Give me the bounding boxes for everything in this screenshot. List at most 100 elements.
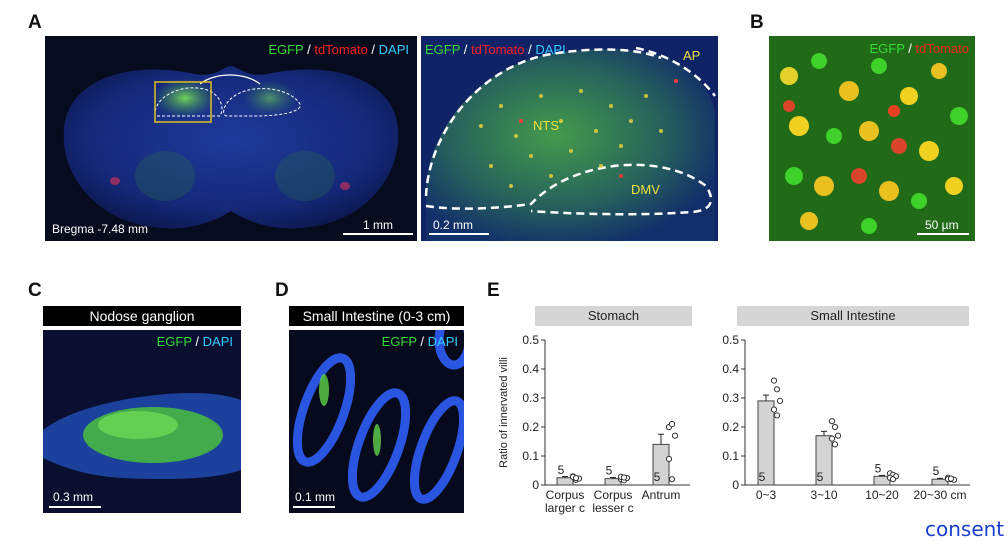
y-tick-label: 0.3 — [722, 391, 739, 405]
panel-b-channel-labels: EGFP / tdTomato — [870, 41, 970, 56]
category-label: Antrum — [642, 488, 681, 502]
n-label: 5 — [558, 463, 565, 477]
stomach-header: Stomach — [535, 306, 692, 326]
data-point — [828, 418, 836, 425]
data-point — [620, 474, 628, 481]
data-point — [671, 432, 679, 439]
panel-a-left-channel-labels: EGFP / tdTomato / DAPI — [268, 42, 409, 57]
dashed-outline-left — [154, 87, 223, 117]
dapi-label: DAPI — [427, 334, 458, 349]
y-tick-label: 0.2 — [522, 420, 539, 434]
ap-dashed-boundary — [635, 46, 716, 97]
n-label: 5 — [654, 470, 661, 484]
separator: / — [460, 42, 472, 57]
n-label: 5 — [933, 464, 940, 478]
data-point — [773, 412, 781, 419]
dapi-label: DAPI — [378, 42, 409, 57]
data-point — [668, 476, 676, 483]
category-label: 20~30 cm — [913, 488, 966, 502]
small-intestine-header: Small Intestine — [737, 306, 969, 326]
dmv-dashed-boundary — [425, 163, 713, 216]
dmv-region-label: DMV — [631, 182, 660, 197]
nts-dashed-boundary — [424, 48, 662, 197]
scale-bar-0-2mm — [429, 233, 489, 235]
scale-label-50um: 50 µm — [925, 218, 959, 232]
neuron-cells — [780, 53, 968, 234]
red-neurons — [519, 79, 678, 178]
egfp-label: EGFP — [156, 334, 192, 349]
scale-bar-50um — [917, 233, 969, 235]
data-point — [889, 476, 897, 483]
panel-label-b: B — [750, 12, 764, 33]
separator: / — [904, 41, 916, 56]
scale-label-1mm: 1 mm — [363, 218, 393, 232]
scale-bar-1mm — [343, 233, 413, 235]
consent-link[interactable]: consent — [925, 517, 1005, 541]
nts-region-fill — [426, 48, 715, 241]
panel-c-channel-labels: EGFP / DAPI — [157, 334, 233, 349]
category-label: larger c — [545, 501, 585, 515]
small-intestine-drawing — [292, 330, 464, 504]
panel-a-right-channel-labels: EGFP / tdTomato / DAPI — [425, 42, 566, 57]
villi-outlines — [292, 330, 464, 504]
y-tick-label: 0.1 — [522, 449, 539, 463]
green-area-right — [275, 151, 335, 201]
nodose-ganglion-image: EGFP / DAPI 0.3 mm — [43, 330, 241, 513]
category-label: lesser c — [592, 501, 633, 515]
brainstem-section-drawing — [63, 66, 399, 229]
panel-label-c: C — [28, 280, 42, 301]
data-point — [770, 377, 778, 384]
y-tick-label: 0 — [732, 478, 739, 492]
tdtomato-label: tdTomato — [915, 41, 969, 56]
small-intestine-image: EGFP / DAPI 0.1 mm — [289, 330, 464, 513]
y-tick-label: 0.2 — [722, 420, 739, 434]
category-label: Corpus — [546, 488, 585, 502]
category-label: Corpus — [594, 488, 633, 502]
ap-region-label: AP — [683, 48, 701, 63]
data-point — [665, 455, 673, 462]
y-axis-label: Ratio of innervated villi — [498, 357, 510, 468]
scale-label-0-1mm: 0.1 mm — [295, 490, 336, 504]
data-point — [773, 386, 781, 393]
data-point — [834, 432, 842, 439]
category-label: 0~3 — [756, 488, 777, 502]
panel-d-channel-labels: EGFP / DAPI — [382, 334, 458, 349]
separator: / — [367, 42, 379, 57]
panel-label-e: E — [487, 280, 500, 301]
separator: / — [524, 42, 536, 57]
data-point — [572, 474, 580, 482]
labeled-neurons — [479, 89, 663, 188]
category-label: 10~20 — [865, 488, 899, 502]
ap-outline — [199, 74, 261, 85]
brainstem-section-image: EGFP / tdTomato / DAPI Bregma -7.48 mm 1… — [45, 36, 417, 241]
panel-label-a: A — [28, 12, 42, 33]
y-tick-label: 0.1 — [722, 449, 739, 463]
egfp-label: EGFP — [268, 42, 304, 57]
scale-label-0-2mm: 0.2 mm — [433, 218, 474, 232]
bregma-label: Bregma -7.48 mm — [52, 222, 149, 236]
egfp-bright-area — [98, 411, 178, 439]
separator: / — [416, 334, 428, 349]
data-point — [947, 475, 955, 482]
separator: / — [303, 42, 315, 57]
egfp-label: EGFP — [425, 42, 461, 57]
y-tick-label: 0.5 — [722, 333, 739, 347]
panel-label-d: D — [275, 280, 289, 301]
y-tick-label: 0.4 — [722, 362, 739, 376]
y-tick-label: 0.3 — [522, 391, 539, 405]
small-intestine-title-bar: Small Intestine (0-3 cm) — [289, 306, 464, 326]
scale-bar-0-1mm — [293, 506, 335, 508]
nts-zoom-image: EGFP / tdTomato / DAPI AP NTS DMV 0.2 mm — [421, 36, 718, 241]
data-point — [776, 397, 784, 404]
y-tick-label: 0.4 — [522, 362, 539, 376]
nts-zoom-drawing — [421, 36, 718, 241]
scale-label-0-3mm: 0.3 mm — [53, 490, 94, 504]
egfp-label: EGFP — [869, 41, 905, 56]
n-label: 5 — [759, 470, 766, 484]
separator: / — [191, 334, 203, 349]
green-area-left — [135, 151, 195, 201]
dashed-outline-right — [223, 88, 301, 117]
n-label: 5 — [606, 464, 613, 478]
neuron-closeup-image: EGFP / tdTomato 50 µm — [769, 36, 975, 241]
